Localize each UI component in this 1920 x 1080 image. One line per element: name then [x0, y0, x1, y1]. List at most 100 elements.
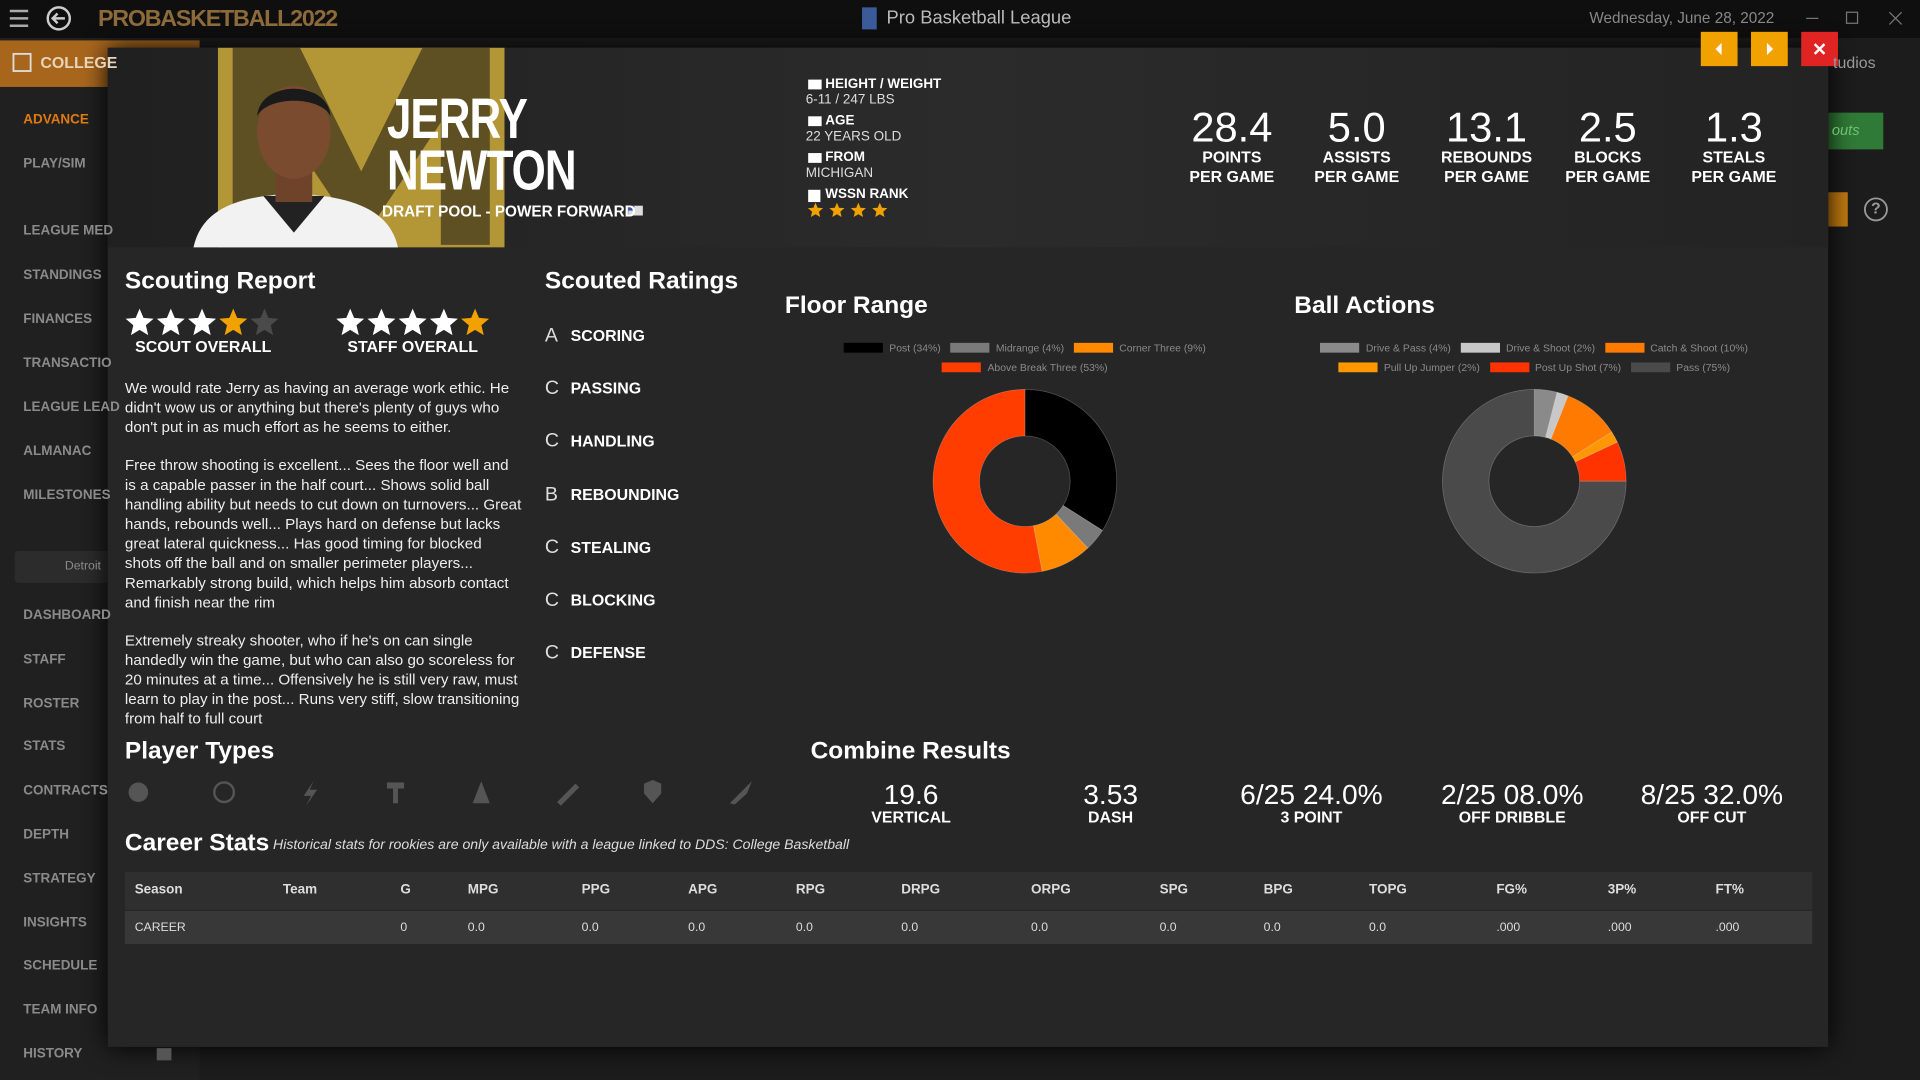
column-header[interactable]: FG%	[1496, 882, 1528, 898]
last-name: NEWTON	[386, 137, 577, 202]
overall-star	[250, 308, 279, 336]
window-controls[interactable]	[1806, 11, 1903, 25]
sidebar-item[interactable]: PLAY/SIM	[23, 156, 86, 172]
back-button[interactable]	[46, 6, 72, 31]
column-header[interactable]: Team	[282, 882, 318, 898]
legend-swatch	[1604, 342, 1645, 353]
sidebar-item[interactable]: TEAM INFO	[23, 1002, 98, 1018]
legend-item: Pass (75%)	[1630, 361, 1731, 374]
legend-item: Drive & Pass (4%)	[1320, 341, 1451, 354]
legend-item: Pull Up Jumper (2%)	[1338, 361, 1480, 374]
sidebar-item[interactable]: CONTRACTS	[23, 783, 108, 799]
sidebar-item[interactable]: LEAGUE MED	[23, 223, 114, 239]
legend-swatch	[1630, 362, 1671, 373]
column-header[interactable]: TOPG	[1368, 882, 1407, 898]
overall-label: SCOUT OVERALL	[135, 337, 272, 356]
legend-label: Midrange (4%)	[995, 341, 1065, 354]
table-cell: 0.0	[1031, 921, 1049, 935]
legend-label: Drive & Pass (4%)	[1365, 341, 1451, 354]
legend-label: Catch & Shoot (10%)	[1650, 341, 1748, 354]
position: DRAFT POOL - POWER FORWARD	[382, 203, 636, 221]
help-icon[interactable]	[1863, 197, 1888, 222]
info-label: HEIGHT / WEIGHT	[825, 76, 942, 92]
overall-star	[398, 308, 427, 336]
sidebar-item[interactable]: FINANCES	[23, 311, 93, 327]
overall-star	[125, 308, 154, 336]
rating-name: BLOCKING	[570, 590, 656, 610]
column-header[interactable]: FT%	[1715, 882, 1744, 898]
column-header[interactable]: 3P%	[1607, 882, 1637, 898]
button-icon	[1766, 42, 1774, 56]
column-header[interactable]: DRPG	[901, 882, 941, 898]
column-header[interactable]: G	[400, 882, 411, 898]
sidebar-item[interactable]: STATS	[23, 739, 66, 755]
stat-label: STEALS	[1702, 147, 1766, 166]
legend-swatch	[1338, 362, 1378, 373]
table-row	[124, 911, 1813, 945]
column-header[interactable]: APG	[688, 882, 718, 898]
grade: A	[544, 325, 558, 347]
column-header[interactable]: BPG	[1263, 882, 1293, 898]
sidebar-item[interactable]: STANDINGS	[23, 267, 102, 283]
legend-swatch	[1460, 342, 1500, 353]
combine-value: 3.53	[1083, 778, 1139, 811]
calendar-icon	[12, 52, 32, 72]
grade: C	[544, 378, 560, 400]
flag-icon	[628, 205, 643, 216]
rank-star	[872, 202, 888, 218]
bg-button-label[interactable]: outs	[1831, 121, 1860, 139]
sidebar-item[interactable]: ROSTER	[23, 695, 80, 711]
column-header[interactable]: Season	[134, 882, 183, 898]
sidebar-item[interactable]: ALMANAC	[23, 444, 92, 459]
sidebar-item[interactable]: STRATEGY	[23, 871, 96, 886]
combine-value: 6/25 24.0%	[1240, 778, 1383, 811]
column-header[interactable]: MPG	[467, 882, 499, 898]
table-cell: .000	[1496, 921, 1521, 935]
legend-item: Post Up Shot (7%)	[1489, 361, 1622, 374]
sidebar-item[interactable]: DASHBOARD	[23, 608, 111, 623]
legend-label: Pull Up Jumper (2%)	[1383, 361, 1480, 374]
info-icons	[808, 79, 822, 203]
sidebar-item[interactable]: DEPTH	[23, 827, 69, 843]
column-header[interactable]: ORPG	[1031, 882, 1071, 898]
info-label: WSSN RANK	[825, 186, 909, 202]
section-title: Combine Results	[810, 737, 1011, 765]
table-cell: .000	[1715, 921, 1740, 935]
sidebar-item[interactable]: SCHEDULE	[23, 958, 98, 974]
sidebar-item[interactable]: TRANSACTIO	[23, 355, 112, 371]
column-header[interactable]: PPG	[581, 882, 611, 898]
sidebar-item[interactable]: INSIGHTS	[23, 915, 87, 930]
team-chip[interactable]	[14, 551, 113, 583]
rating-name: STEALING	[570, 537, 652, 557]
legend-label: Pass (75%)	[1676, 361, 1731, 374]
sidebar-tab[interactable]: COLLEGE	[40, 53, 118, 72]
sidebar-item[interactable]: ADVANCE	[23, 112, 89, 127]
team-name[interactable]: Detroit	[64, 559, 101, 574]
table-cell: 0.0	[581, 921, 599, 935]
sidebar-item[interactable]: MILESTONES	[23, 488, 111, 503]
sidebar-item[interactable]: STAFF	[23, 652, 66, 667]
table-cell: 0.0	[1159, 921, 1177, 935]
bg-button[interactable]	[1828, 192, 1848, 227]
legend-item: Corner Three (9%)	[1073, 342, 1206, 354]
legend-swatch	[1073, 342, 1114, 353]
first-name: JERRY	[386, 86, 528, 151]
menu-icon[interactable]	[9, 9, 29, 27]
sidebar-item[interactable]: LEAGUE LEAD	[23, 400, 120, 415]
logo: PROBASKETBALL2022	[97, 6, 338, 32]
info-value: MICHIGAN	[805, 166, 874, 181]
help[interactable]: ?	[1871, 199, 1881, 218]
bg-button[interactable]	[1828, 112, 1884, 150]
legend-label: Drive & Shoot (2%)	[1506, 341, 1596, 354]
pie-slice	[1442, 389, 1627, 574]
sidebar-item[interactable]: HISTORY	[23, 1046, 83, 1062]
section-title: Scouted Ratings	[544, 267, 739, 295]
legend-label: Post Up Shot (7%)	[1534, 361, 1622, 374]
stat-unit: PER GAME	[1565, 167, 1651, 186]
column-header[interactable]: SPG	[1159, 882, 1189, 898]
section-title: Career Stats	[124, 829, 270, 857]
column-header[interactable]: RPG	[795, 882, 826, 898]
rating-name: DEFENSE	[570, 643, 646, 663]
